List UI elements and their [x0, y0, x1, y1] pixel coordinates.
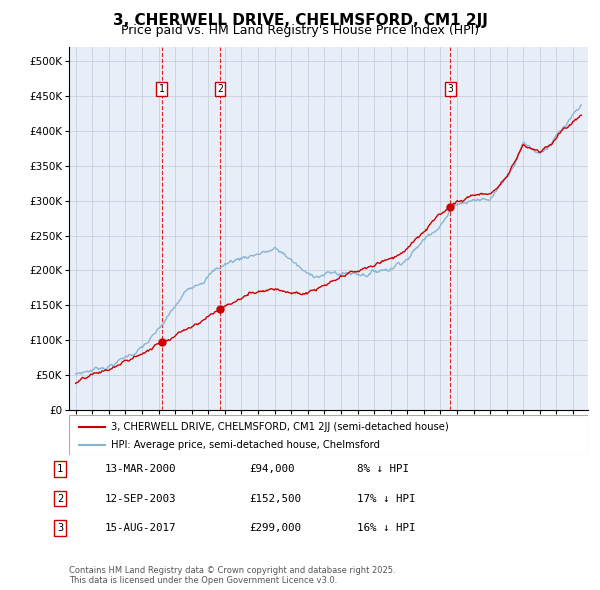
Text: 2: 2 [217, 84, 223, 94]
Text: 1: 1 [159, 84, 165, 94]
Text: £94,000: £94,000 [249, 464, 295, 474]
Text: HPI: Average price, semi-detached house, Chelmsford: HPI: Average price, semi-detached house,… [110, 441, 380, 450]
Text: 2: 2 [57, 494, 63, 503]
Text: £152,500: £152,500 [249, 494, 301, 503]
Text: 13-MAR-2000: 13-MAR-2000 [105, 464, 176, 474]
Text: 3: 3 [448, 84, 454, 94]
Text: 15-AUG-2017: 15-AUG-2017 [105, 523, 176, 533]
Text: £299,000: £299,000 [249, 523, 301, 533]
Text: 12-SEP-2003: 12-SEP-2003 [105, 494, 176, 503]
Text: 3, CHERWELL DRIVE, CHELMSFORD, CM1 2JJ (semi-detached house): 3, CHERWELL DRIVE, CHELMSFORD, CM1 2JJ (… [110, 422, 448, 432]
Text: 8% ↓ HPI: 8% ↓ HPI [357, 464, 409, 474]
Text: 3, CHERWELL DRIVE, CHELMSFORD, CM1 2JJ: 3, CHERWELL DRIVE, CHELMSFORD, CM1 2JJ [113, 13, 487, 28]
Text: 17% ↓ HPI: 17% ↓ HPI [357, 494, 415, 503]
Text: 16% ↓ HPI: 16% ↓ HPI [357, 523, 415, 533]
Text: Price paid vs. HM Land Registry's House Price Index (HPI): Price paid vs. HM Land Registry's House … [121, 24, 479, 37]
Text: Contains HM Land Registry data © Crown copyright and database right 2025.
This d: Contains HM Land Registry data © Crown c… [69, 566, 395, 585]
Text: 1: 1 [57, 464, 63, 474]
Text: 3: 3 [57, 523, 63, 533]
